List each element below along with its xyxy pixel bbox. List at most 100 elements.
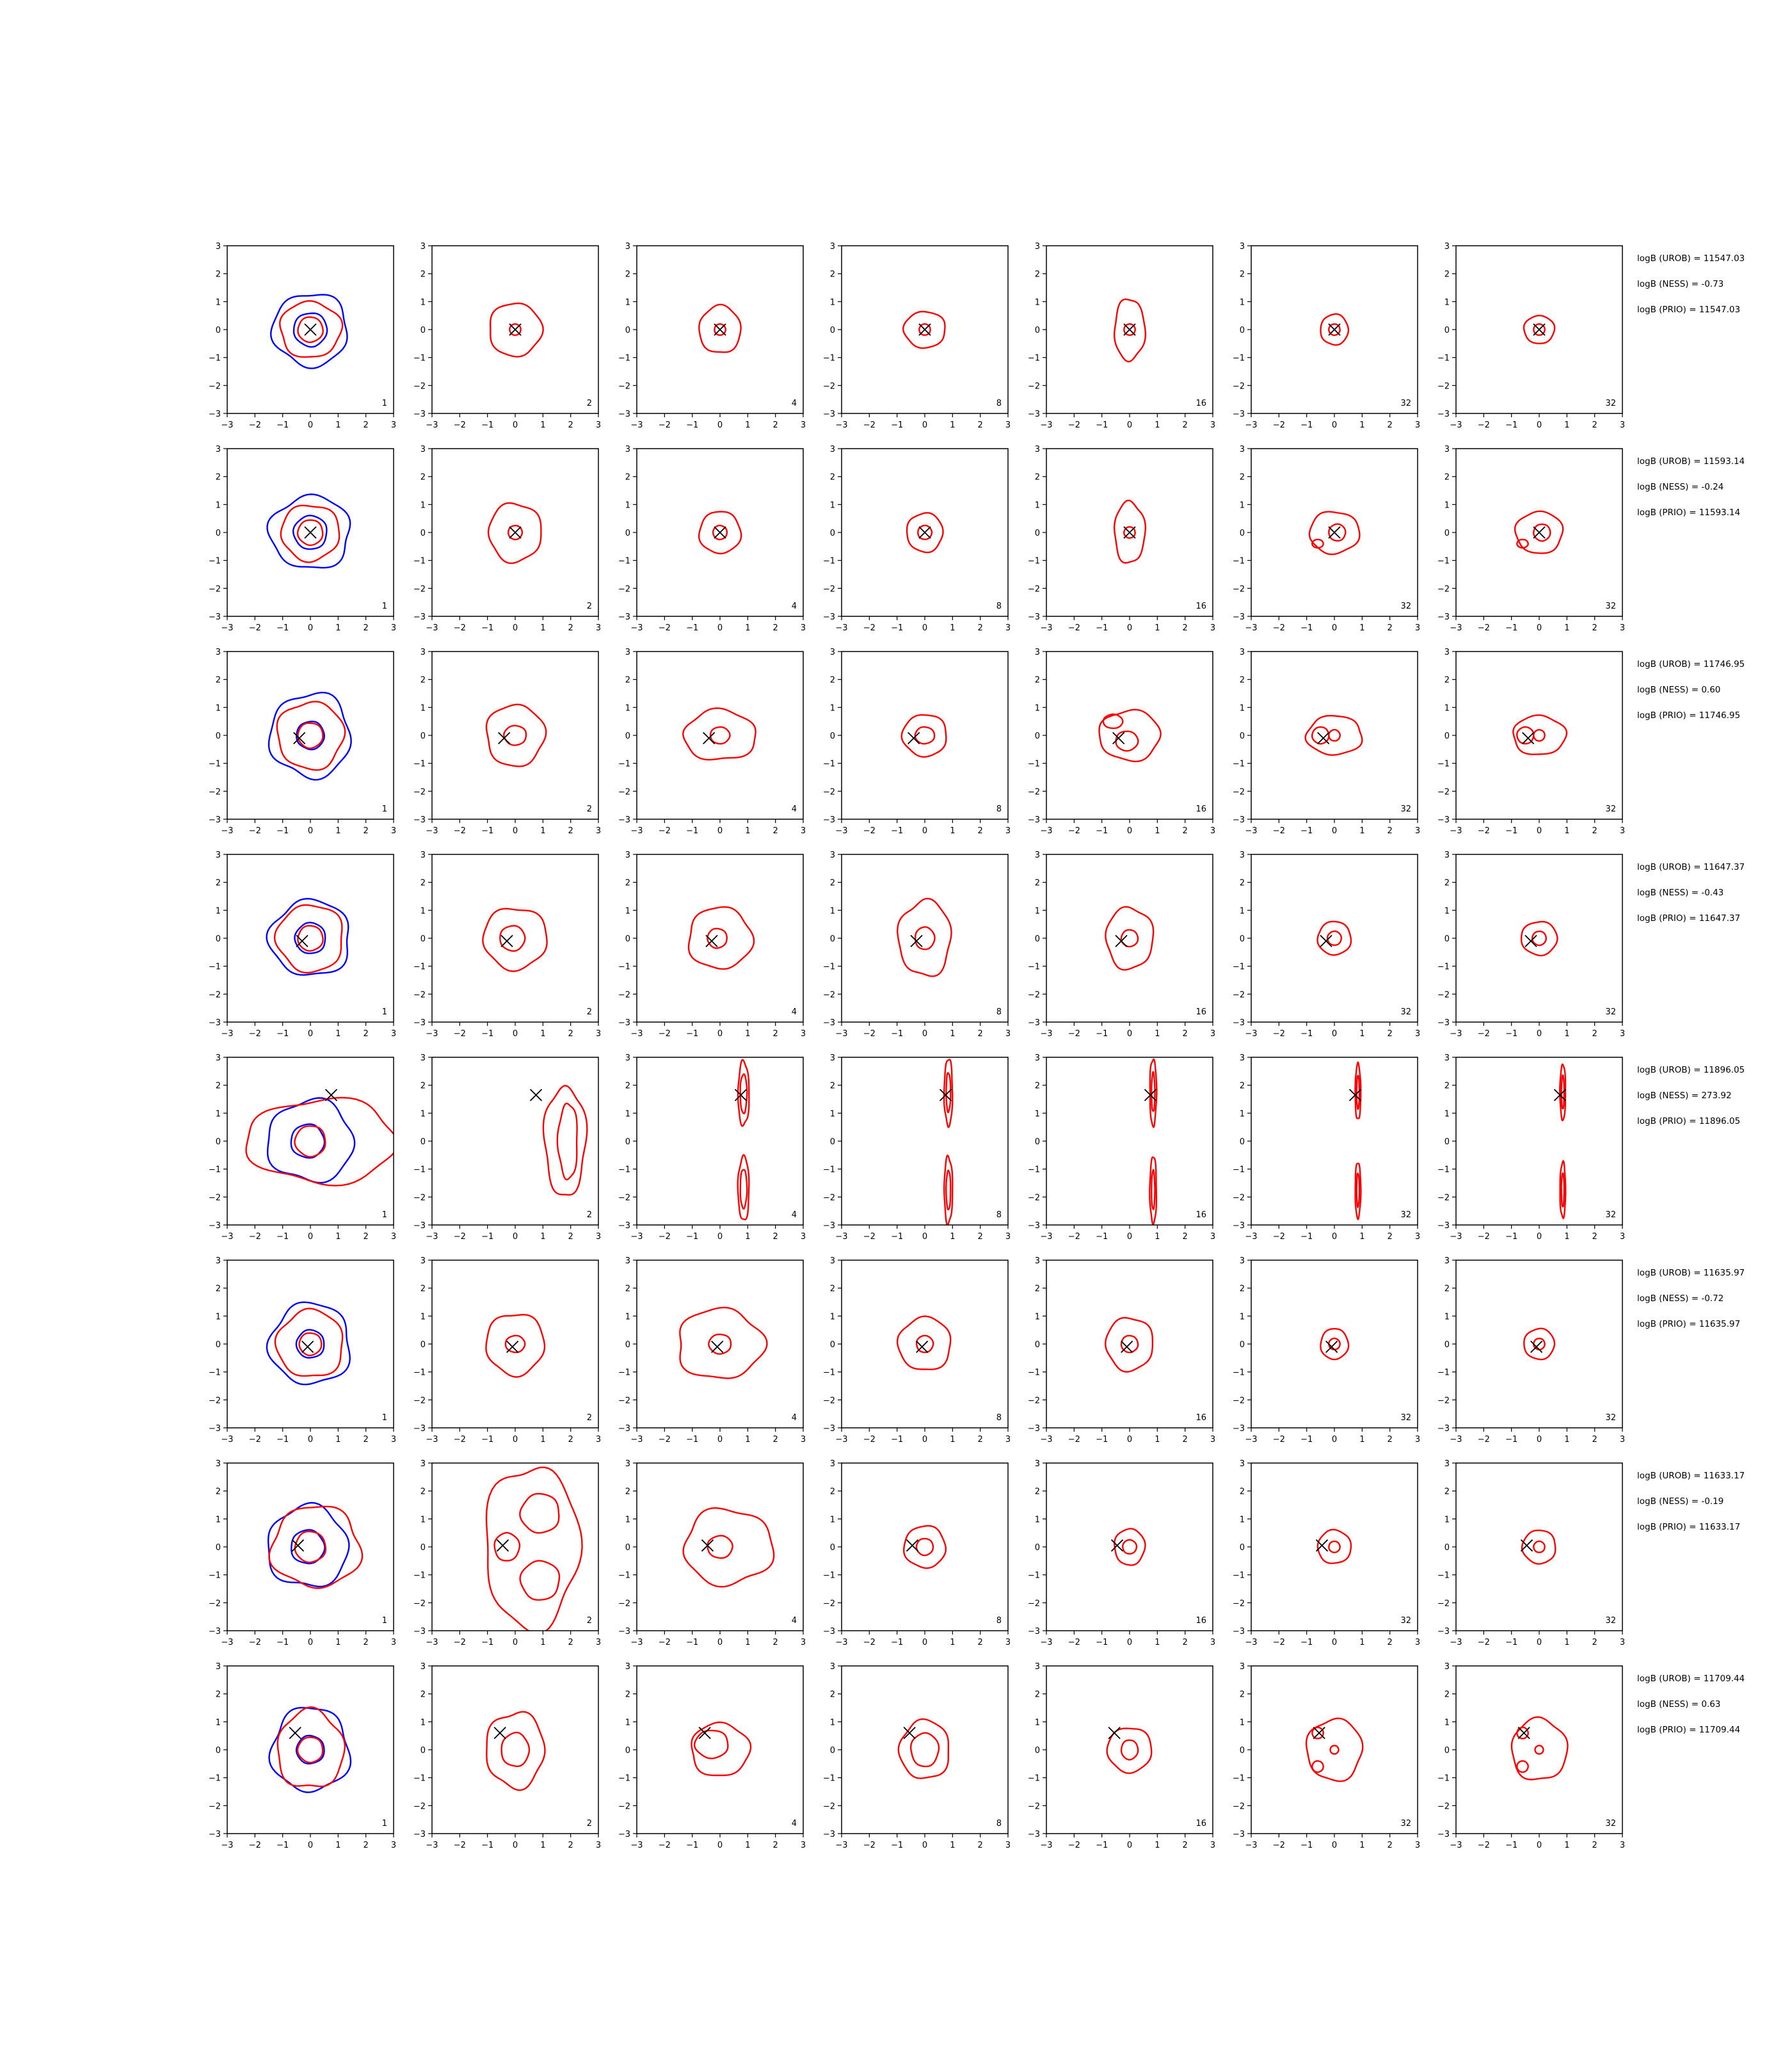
x-tick-label: 3 (1620, 1029, 1625, 1039)
x-tick-label: −1 (1505, 1638, 1517, 1647)
y-tick-label: 1 (216, 298, 221, 307)
x-tick-label: 1 (745, 623, 750, 633)
panel-label: 16 (1196, 1616, 1206, 1626)
y-tick-label: 3 (216, 1662, 221, 1672)
panel-label: 8 (996, 399, 1002, 408)
contour-group (902, 1524, 947, 1569)
x-tick-label: 3 (1005, 1841, 1011, 1850)
y-tick-label: 0 (1035, 732, 1040, 741)
y-tick-label: 1 (1444, 500, 1450, 510)
y-tick-label: 2 (830, 270, 835, 280)
fitted-contour (1113, 499, 1146, 564)
panel-label: 32 (1400, 399, 1411, 408)
x-tick-label: −1 (276, 1232, 289, 1242)
x-tick-label: 3 (391, 623, 396, 633)
fitted-contour (1326, 930, 1342, 946)
x-tick-label: −1 (1096, 1435, 1108, 1444)
contour-group (1104, 1316, 1154, 1373)
y-tick-label: −2 (209, 1396, 221, 1405)
y-tick-label: 1 (625, 703, 630, 713)
x-tick-label: 0 (922, 420, 927, 430)
contour-panel: −3−3 −2 −2 −1 −1 0 0 1 1 2 2 3 3 4 (618, 242, 806, 430)
x-tick-label: 1 (1155, 1029, 1160, 1039)
contour-panel: −3−3 −2 −2 −1 −1 0 0 1 1 2 2 3 3 32 (1233, 1459, 1420, 1647)
contour-group (1113, 499, 1146, 564)
x-tick-label: 0 (922, 1232, 927, 1242)
x-tick-label: −1 (686, 420, 698, 430)
axes-frame (1455, 1057, 1623, 1226)
x-tick-label: −1 (891, 1638, 903, 1647)
contour-group (245, 1096, 394, 1187)
x-tick-label: 3 (391, 1841, 396, 1850)
x-tick-label: 3 (391, 420, 396, 430)
x-tick-label: 0 (513, 1841, 518, 1850)
fitted-contour (1533, 524, 1551, 542)
y-tick-label: 2 (216, 1690, 221, 1700)
contour-panel: −3−3 −2 −2 −1 −1 0 0 1 1 2 2 3 3 16 (1028, 1662, 1215, 1850)
fitted-contour (687, 906, 755, 970)
x-tick-label: 3 (1005, 420, 1011, 430)
contour-panel: −3−3 −2 −2 −1 −1 0 0 1 1 2 2 3 3 32 (1233, 242, 1420, 430)
x-tick-label: 3 (1620, 826, 1625, 836)
x-tick-label: −1 (891, 1232, 903, 1242)
y-tick-label: 1 (1035, 906, 1040, 916)
x-tick-label: 3 (1005, 1232, 1011, 1242)
y-tick-label: 1 (830, 1718, 835, 1727)
contour-panel: −3−3 −2 −2 −1 −1 0 0 1 1 2 2 3 3 8 (823, 1662, 1011, 1850)
axes-frame (1251, 1057, 1418, 1226)
y-tick-label: −3 (413, 815, 426, 825)
y-tick-label: −1 (823, 557, 835, 566)
marker-x (529, 1089, 543, 1101)
contour-panel: −3−3 −2 −2 −1 −1 0 0 1 1 2 2 3 3 2 (413, 445, 601, 633)
x-tick-label: −1 (891, 1435, 903, 1444)
panel-label: 8 (996, 1819, 1002, 1828)
fitted-contour (943, 1154, 954, 1225)
y-tick-label: 3 (1240, 242, 1245, 252)
x-tick-label: 2 (773, 1435, 778, 1444)
x-tick-label: 1 (540, 1029, 545, 1039)
y-tick-label: −1 (1437, 963, 1450, 972)
x-tick-label: 0 (1332, 1029, 1337, 1039)
x-tick-label: 3 (801, 1435, 806, 1444)
x-tick-label: −3 (221, 1232, 233, 1242)
x-tick-label: 0 (922, 623, 927, 633)
y-tick-label: −1 (1437, 760, 1450, 769)
x-tick-label: 1 (335, 1232, 340, 1242)
axes-frame (841, 1462, 1009, 1631)
marker-x (1520, 1539, 1533, 1552)
logb-stat-2: logB (NESS) = -0.19 (1637, 1496, 1724, 1507)
y-tick-label: 2 (625, 270, 630, 280)
panel-label: 32 (1605, 1210, 1616, 1220)
fitted-contour (1311, 538, 1324, 549)
x-tick-label: −1 (686, 1841, 698, 1850)
x-tick-label: −1 (686, 623, 698, 633)
x-tick-label: 0 (308, 623, 313, 633)
y-tick-label: 0 (1035, 1543, 1040, 1553)
y-tick-label: 1 (625, 1515, 630, 1524)
y-tick-label: 0 (830, 326, 835, 335)
x-tick-label: 3 (391, 1638, 396, 1647)
fitted-contour (739, 1073, 748, 1114)
contour-panel: −3−3 −2 −2 −1 −1 0 0 1 1 2 2 3 3 4 (618, 1256, 806, 1444)
y-tick-label: 0 (420, 1746, 426, 1756)
x-tick-label: −2 (1273, 1435, 1285, 1444)
panel-label: 2 (587, 1819, 592, 1828)
contour-panel: −3−3 −2 −2 −1 −1 0 0 1 1 2 2 3 3 8 (823, 1256, 1011, 1444)
y-tick-label: −1 (823, 1774, 835, 1784)
fitted-contour (1123, 526, 1136, 539)
axes-frame (431, 651, 599, 820)
y-tick-label: 0 (1444, 1137, 1450, 1147)
logb-stat-2: logB (NESS) = 0.63 (1637, 1699, 1720, 1709)
y-tick-label: 2 (830, 879, 835, 888)
y-tick-label: −2 (1437, 1802, 1450, 1811)
x-tick-label: −3 (221, 1638, 233, 1647)
x-tick-label: −2 (863, 1638, 876, 1647)
fitted-contour (900, 714, 947, 758)
y-tick-label: 3 (1444, 1053, 1450, 1063)
x-tick-label: 2 (364, 1638, 369, 1647)
logb-stat-2: logB (NESS) = -0.72 (1637, 1293, 1724, 1304)
y-tick-label: −3 (823, 1424, 835, 1434)
y-tick-label: 2 (1240, 270, 1245, 280)
y-tick-label: 2 (625, 1082, 630, 1091)
x-tick-label: −2 (659, 1638, 671, 1647)
